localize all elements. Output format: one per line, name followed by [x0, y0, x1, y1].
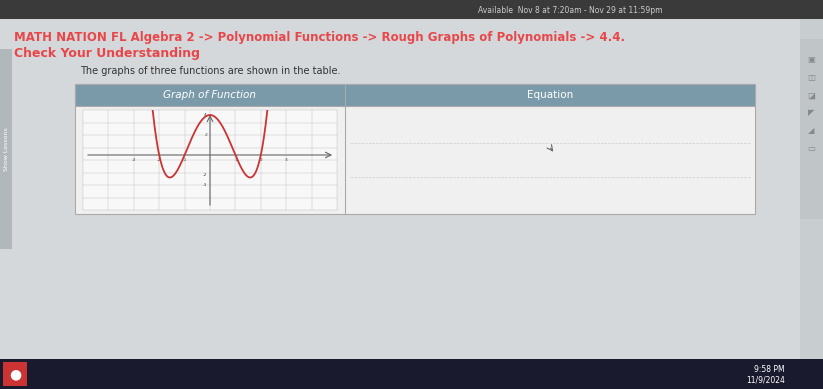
Text: 2: 2: [259, 158, 263, 162]
Text: ▣: ▣: [807, 54, 815, 63]
Bar: [0, 19, 800, 359]
Text: Equation: Equation: [527, 90, 573, 100]
Text: 2: 2: [204, 133, 207, 137]
Text: ◤: ◤: [807, 109, 814, 117]
Text: 11/9/2024: 11/9/2024: [746, 375, 785, 384]
Text: ◢: ◢: [807, 126, 814, 135]
Text: Show Lessons: Show Lessons: [3, 127, 8, 171]
Text: -1: -1: [183, 158, 187, 162]
Bar: [3, 362, 27, 386]
Text: ●: ●: [9, 367, 21, 381]
Text: Available  Nov 8 at 7:20am - Nov 29 at 11:59pm: Available Nov 8 at 7:20am - Nov 29 at 11…: [477, 5, 663, 14]
Text: 3: 3: [285, 158, 287, 162]
Bar: [83, 110, 337, 210]
Text: 4: 4: [204, 113, 207, 117]
Bar: [0, 0, 823, 19]
Text: 1: 1: [234, 158, 237, 162]
Bar: [75, 84, 755, 106]
Bar: [0, 359, 823, 389]
Text: The graphs of three functions are shown in the table.: The graphs of three functions are shown …: [80, 66, 341, 76]
Text: -3: -3: [202, 183, 207, 187]
Text: Check Your Understanding: Check Your Understanding: [14, 47, 200, 60]
Bar: [75, 84, 755, 214]
Text: MATH NATION FL Algebra 2 -> Polynomial Functions -> Rough Graphs of Polynomials : MATH NATION FL Algebra 2 -> Polynomial F…: [14, 30, 625, 44]
Text: ◫: ◫: [807, 72, 815, 82]
Text: 9:58 PM: 9:58 PM: [755, 366, 785, 375]
Text: ◪: ◪: [807, 91, 815, 100]
Text: ▭: ▭: [807, 144, 815, 154]
Text: -2: -2: [202, 173, 207, 177]
Text: -2: -2: [157, 158, 161, 162]
Bar: [800, 39, 823, 219]
Text: -3: -3: [132, 158, 136, 162]
Bar: [0, 49, 12, 249]
Text: Graph of Function: Graph of Function: [164, 90, 257, 100]
